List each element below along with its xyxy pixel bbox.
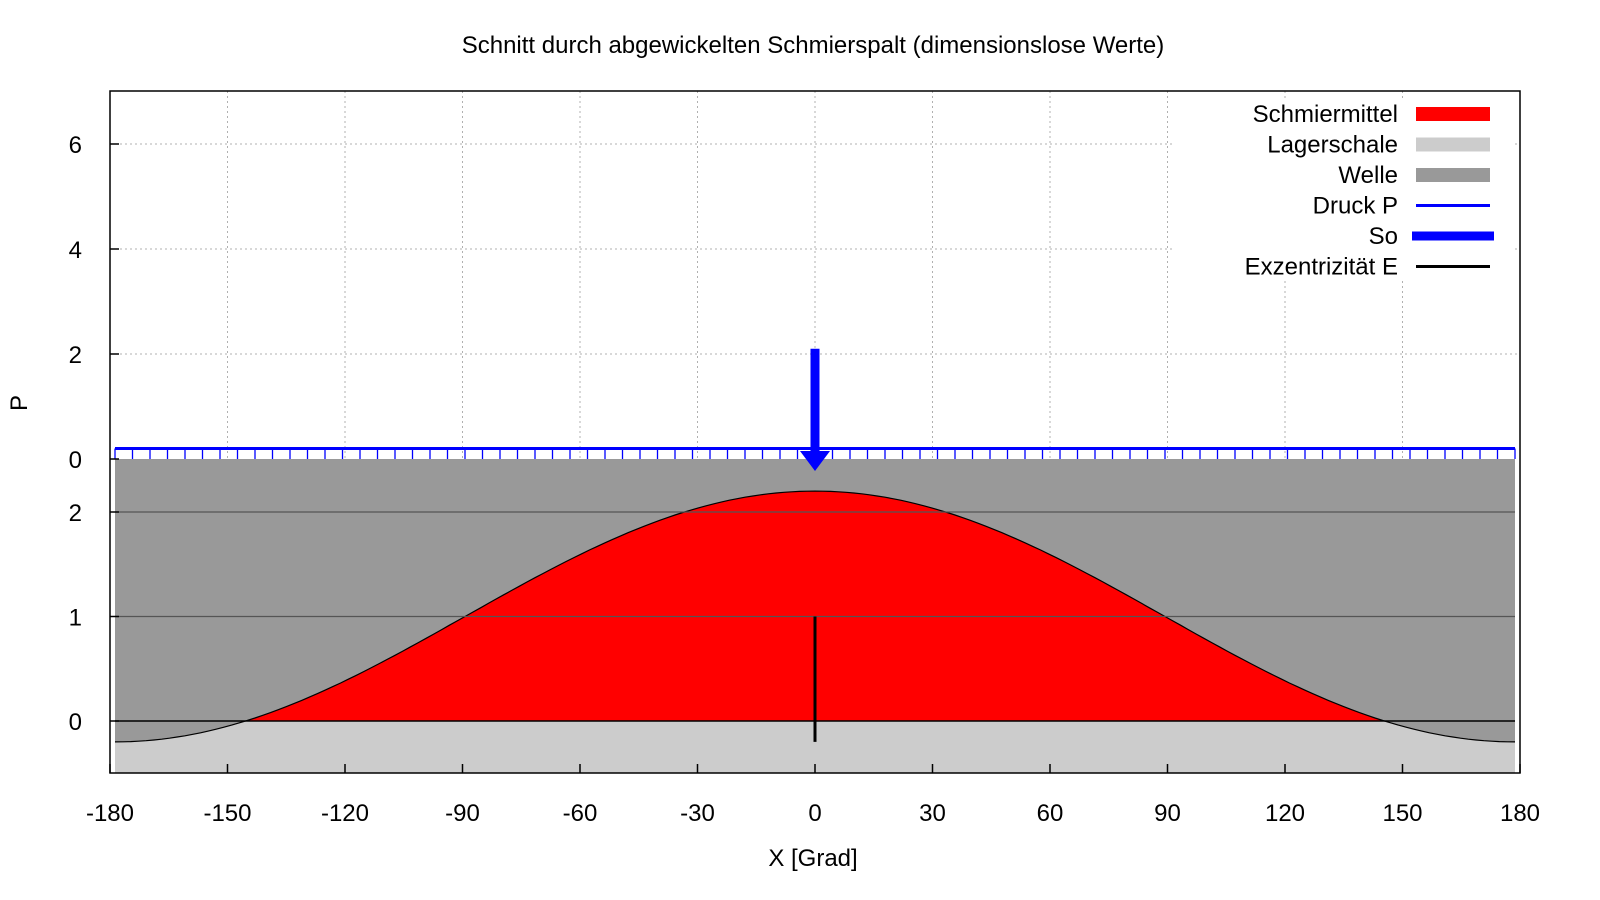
- y-tick-label-upper: 2: [69, 342, 82, 369]
- shaft-surface-line: [114, 490, 1516, 743]
- shaft-area: [115, 459, 1515, 742]
- x-tick-label: -30: [680, 800, 715, 827]
- x-tick-label: 90: [1154, 800, 1181, 827]
- y-axis: 0 2 4 6 0 1 2: [69, 132, 119, 736]
- legend-swatch: [1416, 168, 1490, 182]
- legend-swatch: [1416, 107, 1490, 121]
- legend-label: Druck P: [1313, 193, 1398, 220]
- legend-label: Lagerschale: [1267, 132, 1398, 159]
- so-arrow-shaft: [810, 348, 820, 451]
- y-tick-label-upper: 4: [69, 237, 82, 264]
- legend-label: Schmiermittel: [1253, 101, 1398, 128]
- x-tick-label: 150: [1382, 800, 1422, 827]
- upper-marks: [114, 348, 1516, 471]
- legend-label: Welle: [1338, 162, 1398, 189]
- x-tick-label: -60: [563, 800, 598, 827]
- y-tick-label-lower: 2: [69, 500, 82, 527]
- lubricant-area: [247, 491, 1383, 721]
- y-axis-label: P: [6, 395, 33, 411]
- so-arrow-head: [800, 451, 830, 471]
- legend-background: [1172, 98, 1512, 280]
- x-tick-label: -150: [203, 800, 251, 827]
- x-tick-label: 180: [1500, 800, 1540, 827]
- x-tick-label: 120: [1265, 800, 1305, 827]
- x-tick-label: 0: [808, 800, 821, 827]
- y-tick-label-upper: 6: [69, 132, 82, 159]
- x-tick-label: -120: [321, 800, 369, 827]
- x-tick-label: -180: [86, 800, 134, 827]
- x-tick-label: -90: [445, 800, 480, 827]
- legend-swatch: [1416, 137, 1490, 152]
- x-tick-label: 60: [1037, 800, 1064, 827]
- legend: Schmiermittel Lagerschale Welle Druck P So Ex…: [1172, 98, 1512, 281]
- x-axis: -180 -150 -120 -90 -60 -30 0 30 60 90 120 150 180: [86, 764, 1540, 827]
- x-axis-label: X [Grad]: [768, 845, 857, 872]
- y-tick-label-upper: 0: [69, 447, 82, 474]
- legend-label: Exzentrizität E: [1245, 254, 1398, 281]
- legend-label: So: [1369, 223, 1398, 250]
- y-tick-label-lower: 0: [69, 709, 82, 736]
- y-tick-label-lower: 1: [69, 605, 82, 632]
- chart-title: Schnitt durch abgewickelten Schmierspalt…: [462, 32, 1165, 59]
- lower-panel: [114, 459, 1516, 773]
- x-tick-label: 30: [919, 800, 946, 827]
